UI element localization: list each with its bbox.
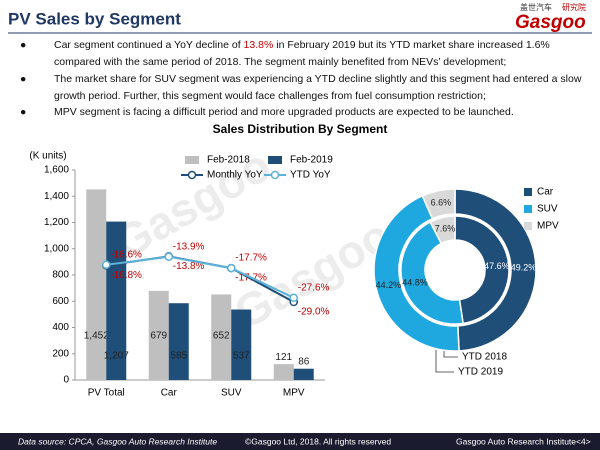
line-marker [164, 252, 173, 261]
y-tick-label: 400 [52, 322, 69, 333]
footer-source: Data source: CPCA, Gasgoo Auto Research … [18, 436, 217, 446]
line-value-label: -16.6% [110, 249, 142, 260]
line-value-label: -27.6% [298, 282, 330, 293]
y-tick-label: 1,200 [44, 217, 69, 228]
line-value-label: -29.0% [298, 307, 330, 318]
bar-value-label: 1,452 [84, 331, 109, 342]
bullet-text: Car segment continued a YoY decline of [54, 39, 244, 51]
legend-swatch [268, 156, 282, 164]
y-tick-label: 1,400 [44, 191, 69, 202]
line-value-label: -13.8% [173, 261, 205, 272]
logo-name: Gasgoo [515, 12, 586, 33]
legend-label: MPV [537, 221, 559, 232]
bar [273, 364, 294, 380]
bar-value-label: 652 [213, 331, 230, 342]
donut-segment [429, 215, 456, 245]
donut-value-label: 47.6% [484, 261, 510, 271]
bullet: ● MPV segment is facing a difficult perio… [20, 104, 588, 121]
donut-value-label: 44.8% [402, 277, 428, 287]
line-marker [289, 293, 298, 303]
donut-value-label: 7.6% [435, 224, 456, 234]
bar [106, 221, 127, 380]
bar [293, 368, 314, 380]
donut-segment [454, 188, 537, 352]
x-tick-label: PV Total [88, 388, 125, 399]
bullet: ● The market share for SUV segment was ex… [20, 71, 588, 105]
ring-annotation: YTD 2018 [462, 352, 507, 363]
x-tick-label: Car [161, 388, 178, 399]
bar [86, 189, 107, 380]
bar-value-label: 679 [150, 331, 167, 342]
legend-swatch [524, 188, 532, 196]
footer-bar [0, 433, 600, 450]
line-value-label: -16.8% [110, 270, 142, 281]
legend-marker [270, 170, 280, 180]
bar-value-label: 537 [233, 351, 250, 362]
legend-label: SUV [537, 204, 558, 215]
logo-cn: 盖世汽车 [520, 2, 552, 12]
bar-value-label: 86 [298, 356, 310, 367]
legend-swatch [524, 222, 532, 230]
slide-title: PV Sales by Segment [8, 9, 181, 28]
bullet-highlight: 13.8% [243, 39, 274, 51]
donut-value-label: 6.6% [431, 197, 452, 207]
annotation-line [435, 350, 454, 373]
legend-label: Feb-2019 [290, 155, 333, 166]
donut-value-label: 49.2% [511, 263, 537, 273]
bullet: ● Car segment continued a YoY decline of … [20, 39, 550, 68]
y-tick-label: 600 [52, 296, 69, 307]
bullet-text: in February 2019 but its YTD market shar… [54, 39, 550, 68]
bar-value-label: 1,207 [104, 351, 129, 362]
legend-swatch [185, 156, 199, 164]
bar [231, 309, 252, 380]
legend-marker [187, 170, 197, 180]
legend-label: Car [537, 187, 554, 198]
y-tick-label: 200 [52, 348, 69, 359]
line [106, 255, 295, 299]
donut-segment [400, 221, 464, 325]
bar [168, 303, 189, 380]
legend-label: Feb-2018 [207, 155, 250, 166]
footer-copyright: ©Gasgoo Ltd, 2018. All rights reserved [245, 436, 391, 446]
logo-tag: 研究院 [562, 2, 586, 12]
footer-page: <4> [576, 436, 591, 446]
x-tick-label: MPV [283, 388, 305, 399]
donut-segment [373, 194, 460, 352]
line-value-label: -13.9% [173, 241, 205, 252]
bar-value-label: 585 [170, 351, 187, 362]
line-marker [102, 260, 111, 270]
legend-label: YTD YoY [290, 170, 331, 181]
chart-title: Sales Distribution By Segment [213, 122, 388, 136]
y-tick-label: 1,600 [44, 165, 69, 176]
y-tick-label: 1,000 [44, 243, 69, 254]
donut-segment [454, 215, 510, 325]
donut-value-label: 44.2% [376, 280, 402, 290]
bar [148, 290, 169, 380]
bullet-text: MPV segment is facing a difficult period… [54, 106, 514, 118]
footer-institute: Gasgoo Auto Research Institute [456, 436, 576, 446]
ring-annotation: YTD 2019 [458, 367, 503, 378]
x-tick-label: SUV [221, 388, 242, 399]
legend-swatch [524, 205, 532, 213]
bullet-text: The market share for SUV segment was exp… [54, 73, 582, 102]
line-marker [227, 263, 236, 273]
legend-label: Monthly YoY [207, 170, 263, 181]
line-value-label: -17.7% [235, 253, 267, 264]
y-tick-label: 800 [52, 270, 69, 281]
y-axis-label: (K units) [29, 151, 66, 162]
donut-segment [421, 188, 456, 220]
bar-value-label: 121 [275, 352, 292, 363]
bar [211, 294, 232, 380]
y-tick-label: 0 [63, 375, 69, 386]
